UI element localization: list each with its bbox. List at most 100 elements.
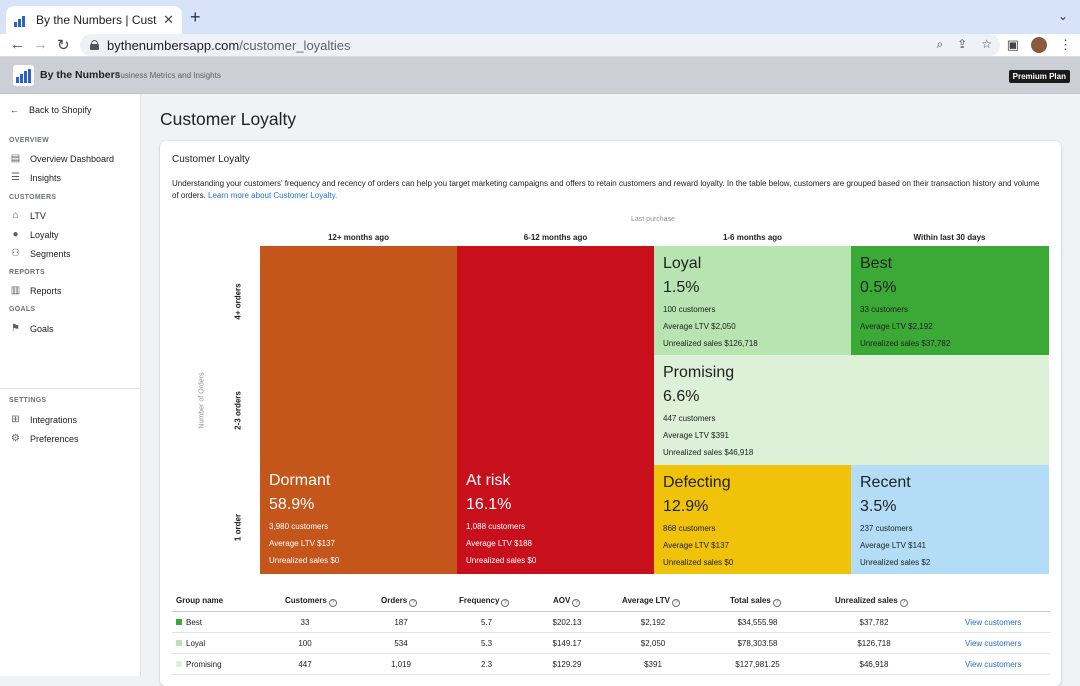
segment-ltv: Average LTV $137 bbox=[663, 541, 729, 550]
sidebar-item-loyalty[interactable]: ● Loyalty bbox=[10, 230, 58, 241]
sidebar-item-label: Reports bbox=[30, 286, 62, 296]
segment-promising[interactable]: Promising 6.6% 447 customers Average LTV… bbox=[654, 355, 1049, 465]
flag-icon: ⚑ bbox=[11, 323, 20, 334]
bar-chart-icon: ▥ bbox=[10, 285, 21, 296]
url-path: /customer_loyalties bbox=[239, 37, 351, 53]
total-sales-cell: $78,303.58 bbox=[737, 639, 778, 648]
back-to-shopify-link[interactable]: ← Back to Shopify bbox=[10, 105, 92, 115]
aov-cell: $149.17 bbox=[552, 639, 582, 648]
app-logo-icon bbox=[13, 65, 34, 86]
bank-icon: ⌂ bbox=[12, 210, 19, 221]
segment-at-risk[interactable]: At risk 16.1% 1,088 customers Average LT… bbox=[457, 246, 654, 574]
unrealized-cell: $126,718 bbox=[857, 639, 891, 648]
customers-cell: 33 bbox=[300, 618, 310, 627]
sidebar-item-goals[interactable]: ⚑ Goals bbox=[10, 323, 54, 335]
segment-ltv: Average LTV $141 bbox=[860, 541, 926, 550]
frequency-cell: 2.3 bbox=[480, 660, 493, 669]
header-label: Average LTV bbox=[622, 596, 671, 605]
total-sales-cell: $34,555.98 bbox=[737, 618, 778, 627]
sidebar-item-reports[interactable]: ▥ Reports bbox=[10, 285, 62, 297]
table-header-row: Group name Customers? Orders? Frequency?… bbox=[172, 590, 1050, 612]
section-settings: SETTINGS bbox=[9, 397, 47, 404]
learn-more-link[interactable]: Learn more about Customer Loyalty. bbox=[208, 191, 338, 200]
segment-customers: 237 customers bbox=[860, 524, 913, 533]
close-tab-icon[interactable]: ✕ bbox=[163, 12, 174, 27]
sidebar-item-segments[interactable]: ⚇ Segments bbox=[10, 249, 71, 260]
segment-ltv: Average LTV $391 bbox=[663, 431, 729, 440]
back-label: Back to Shopify bbox=[29, 105, 92, 115]
lock-icon bbox=[90, 40, 99, 50]
column-header: Within last 30 days bbox=[913, 233, 986, 242]
url-host: bythenumbersapp.com bbox=[107, 37, 240, 53]
column-header: 1-6 months ago bbox=[722, 233, 783, 242]
profile-avatar[interactable] bbox=[1031, 37, 1047, 53]
group-color-swatch bbox=[176, 640, 182, 646]
browser-menu-icon[interactable]: ⋮ bbox=[1059, 37, 1072, 52]
segment-best[interactable]: Best 0.5% 33 customers Average LTV $2,19… bbox=[851, 246, 1049, 355]
share-icon[interactable]: ⇪ bbox=[957, 37, 968, 51]
aov-cell: $129.29 bbox=[552, 660, 582, 669]
view-customers-link[interactable]: View customers bbox=[965, 618, 1022, 627]
header-total-sales: Total sales? bbox=[730, 590, 781, 611]
segment-percent: 3.5% bbox=[860, 498, 897, 515]
sidebar-item-ltv[interactable]: ⌂ LTV bbox=[10, 210, 46, 222]
header-label: Total sales bbox=[730, 596, 771, 605]
help-icon[interactable]: ? bbox=[899, 599, 908, 607]
segment-recent[interactable]: Recent 3.5% 237 customers Average LTV $1… bbox=[851, 465, 1049, 574]
segment-customers: 447 customers bbox=[663, 414, 716, 423]
header-label: Frequency bbox=[459, 596, 500, 605]
frequency-cell: 5.7 bbox=[480, 618, 493, 627]
sidebar-item-label: Overview Dashboard bbox=[30, 154, 115, 164]
back-arrow-icon[interactable]: ← bbox=[10, 36, 25, 53]
side-panel-icon[interactable]: ▣ bbox=[1006, 37, 1019, 52]
segment-name: Promising bbox=[663, 364, 735, 381]
tab-search-chevron-icon[interactable]: ⌄ bbox=[1057, 9, 1068, 23]
browser-tab[interactable]: By the Numbers | Customer Lo ✕ bbox=[6, 6, 182, 34]
total-sales-cell: $127,981.25 bbox=[735, 660, 780, 669]
app-header: By the Numbers Business Metrics and Insi… bbox=[0, 57, 1080, 94]
segment-name: Defecting bbox=[663, 474, 731, 491]
description-text: Understanding your customers' frequency … bbox=[172, 179, 1040, 200]
help-icon[interactable]: ? bbox=[501, 599, 510, 607]
address-bar[interactable]: bythenumbersapp.com/customer_loyalties ⌕… bbox=[80, 34, 1000, 56]
segment-loyal[interactable]: Loyal 1.5% 100 customers Average LTV $2,… bbox=[654, 246, 851, 355]
new-tab-icon[interactable]: + bbox=[190, 7, 201, 27]
sidebar: ← Back to Shopify OVERVIEW ▤ Overview Das… bbox=[0, 94, 141, 676]
segment-percent: 1.5% bbox=[663, 279, 700, 296]
reload-icon[interactable]: ↻ bbox=[57, 37, 70, 54]
y-axis-label: Number of Orders bbox=[198, 372, 206, 429]
segment-customers: 100 customers bbox=[663, 305, 716, 314]
table-row: Best 33 187 5.7 $202.13 $2,192 $34,555.9… bbox=[172, 612, 1050, 633]
help-icon[interactable]: ? bbox=[772, 599, 781, 607]
bookmark-star-icon[interactable]: ☆ bbox=[981, 37, 992, 51]
segment-percent: 12.9% bbox=[663, 498, 709, 515]
segment-defecting[interactable]: Defecting 12.9% 868 customers Average LT… bbox=[654, 465, 851, 574]
help-icon[interactable]: ? bbox=[409, 599, 418, 607]
row-header: 2-3 orders bbox=[233, 391, 243, 430]
segment-name: At risk bbox=[466, 472, 511, 489]
dashboard-icon: ▤ bbox=[10, 153, 21, 164]
view-customers-link[interactable]: View customers bbox=[965, 660, 1022, 669]
zoom-icon[interactable]: ⌕ bbox=[936, 37, 944, 51]
forward-arrow-icon[interactable]: → bbox=[33, 36, 48, 53]
segment-dormant[interactable]: Dormant 58.9% 3,980 customers Average LT… bbox=[260, 246, 457, 574]
orders-cell: 1,019 bbox=[390, 660, 412, 669]
loyalty-card: Customer Loyalty Understanding your cust… bbox=[160, 141, 1061, 686]
help-icon[interactable]: ? bbox=[328, 599, 337, 607]
help-icon[interactable]: ? bbox=[572, 599, 581, 607]
sidebar-item-label: LTV bbox=[30, 211, 46, 221]
sidebar-item-overview-dashboard[interactable]: ▤ Overview Dashboard bbox=[10, 153, 115, 165]
section-goals: GOALS bbox=[9, 306, 36, 313]
view-customers-link[interactable]: View customers bbox=[965, 639, 1022, 648]
header-aov: AOV? bbox=[553, 590, 581, 611]
help-icon[interactable]: ? bbox=[672, 599, 681, 607]
tab-title: By the Numbers | Customer Lo bbox=[36, 13, 157, 27]
header-group-name: Group name bbox=[176, 596, 224, 605]
sidebar-item-preferences[interactable]: ⚙ Preferences bbox=[10, 434, 79, 445]
sidebar-item-integrations[interactable]: ⊞ Integrations bbox=[10, 415, 77, 426]
sidebar-item-insights[interactable]: ☰ Insights bbox=[10, 173, 61, 184]
card-title: Customer Loyalty bbox=[172, 154, 250, 165]
plan-badge: Premium Plan bbox=[1008, 70, 1070, 83]
sidebar-divider bbox=[0, 388, 140, 389]
group-color-swatch bbox=[176, 619, 182, 625]
